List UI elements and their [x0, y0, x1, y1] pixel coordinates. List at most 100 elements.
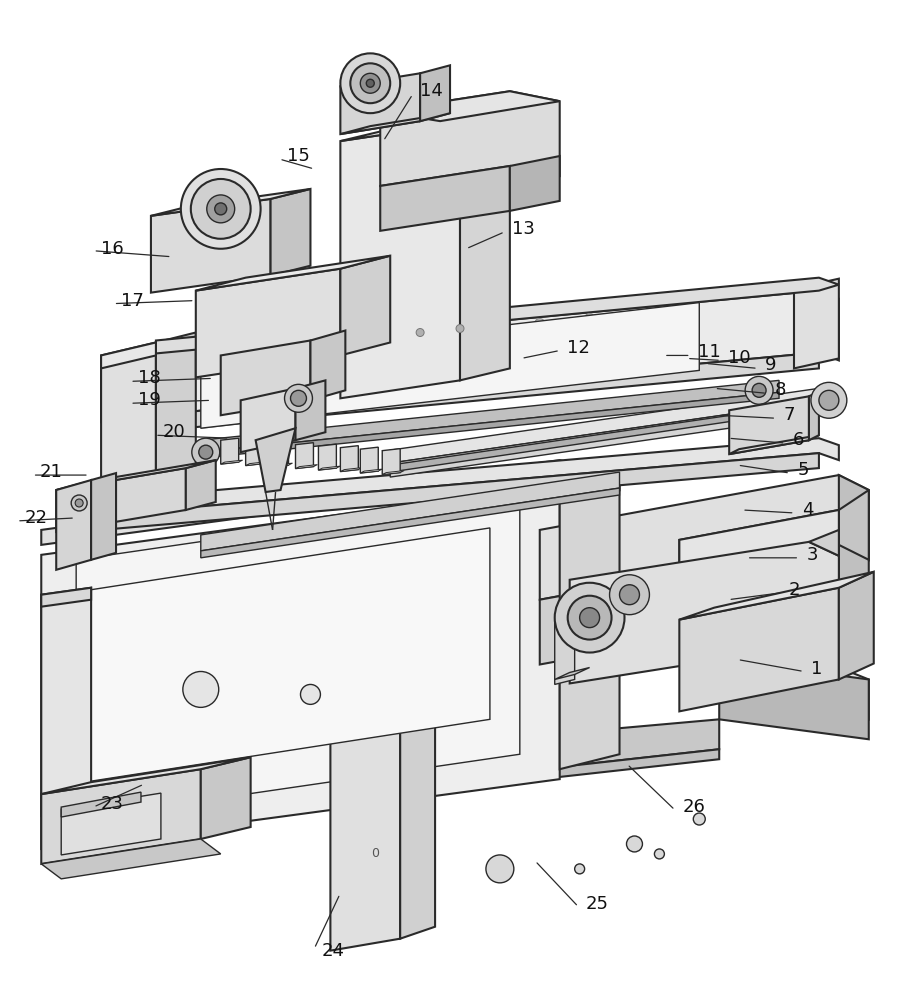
Polygon shape: [341, 123, 460, 398]
Polygon shape: [201, 392, 779, 458]
Polygon shape: [156, 333, 196, 510]
Text: 23: 23: [101, 795, 124, 813]
Circle shape: [568, 596, 612, 640]
Text: 11: 11: [698, 343, 721, 361]
Polygon shape: [382, 449, 401, 475]
Text: 16: 16: [101, 240, 124, 258]
Polygon shape: [102, 355, 131, 422]
Polygon shape: [318, 466, 341, 470]
Polygon shape: [729, 396, 809, 454]
Polygon shape: [186, 460, 216, 510]
Polygon shape: [390, 401, 819, 477]
Polygon shape: [102, 453, 819, 530]
Text: 18: 18: [138, 369, 161, 387]
Polygon shape: [719, 660, 869, 739]
Circle shape: [693, 813, 705, 825]
Polygon shape: [221, 460, 243, 464]
Polygon shape: [569, 542, 839, 683]
Circle shape: [575, 864, 584, 874]
Polygon shape: [839, 572, 874, 679]
Polygon shape: [201, 472, 619, 551]
Polygon shape: [341, 256, 390, 355]
Circle shape: [366, 79, 374, 87]
Polygon shape: [360, 469, 382, 473]
Polygon shape: [729, 435, 819, 454]
Polygon shape: [131, 291, 839, 417]
Circle shape: [341, 53, 401, 113]
Polygon shape: [201, 303, 700, 428]
Polygon shape: [270, 463, 293, 467]
Circle shape: [555, 583, 625, 653]
Text: 10: 10: [728, 349, 751, 367]
Circle shape: [360, 73, 380, 93]
Text: 25: 25: [586, 895, 609, 913]
Polygon shape: [156, 278, 839, 353]
Text: 4: 4: [802, 501, 813, 519]
Polygon shape: [91, 528, 490, 781]
Polygon shape: [341, 73, 420, 134]
Polygon shape: [839, 475, 869, 610]
Polygon shape: [56, 480, 91, 570]
Circle shape: [485, 855, 514, 883]
Polygon shape: [131, 352, 819, 433]
Polygon shape: [196, 269, 341, 377]
Circle shape: [584, 314, 594, 324]
Circle shape: [752, 383, 766, 397]
Polygon shape: [61, 792, 141, 817]
Circle shape: [609, 575, 650, 615]
Polygon shape: [270, 719, 719, 799]
Polygon shape: [221, 438, 239, 464]
Circle shape: [580, 608, 600, 628]
Polygon shape: [151, 189, 310, 216]
Polygon shape: [246, 440, 264, 466]
Polygon shape: [42, 757, 251, 794]
Polygon shape: [42, 588, 91, 607]
Polygon shape: [555, 667, 590, 679]
Polygon shape: [270, 441, 289, 467]
Polygon shape: [241, 388, 295, 452]
Polygon shape: [390, 402, 819, 472]
Polygon shape: [460, 111, 509, 380]
Polygon shape: [794, 279, 839, 368]
Circle shape: [291, 390, 306, 406]
Circle shape: [277, 341, 284, 349]
Polygon shape: [201, 380, 779, 452]
Polygon shape: [295, 443, 314, 469]
Polygon shape: [81, 620, 869, 719]
Polygon shape: [102, 438, 839, 515]
Polygon shape: [809, 391, 819, 440]
Text: 7: 7: [784, 406, 795, 424]
Polygon shape: [61, 793, 161, 855]
Polygon shape: [102, 342, 156, 523]
Text: 1: 1: [811, 660, 822, 678]
Polygon shape: [56, 460, 216, 490]
Polygon shape: [509, 156, 559, 211]
Circle shape: [183, 671, 219, 707]
Circle shape: [192, 438, 220, 466]
Circle shape: [181, 169, 260, 249]
Polygon shape: [341, 111, 509, 141]
Polygon shape: [246, 462, 268, 466]
Polygon shape: [390, 388, 839, 463]
Polygon shape: [42, 769, 201, 864]
Text: 12: 12: [568, 339, 590, 357]
Polygon shape: [196, 256, 390, 291]
Polygon shape: [679, 588, 839, 711]
Polygon shape: [559, 460, 619, 769]
Circle shape: [395, 335, 405, 345]
Text: 19: 19: [138, 391, 161, 409]
Circle shape: [819, 390, 839, 410]
Polygon shape: [295, 380, 326, 440]
Polygon shape: [42, 460, 619, 545]
Text: 6: 6: [793, 431, 804, 449]
Circle shape: [71, 495, 87, 511]
Polygon shape: [77, 495, 520, 819]
Polygon shape: [310, 331, 345, 400]
Text: 5: 5: [797, 461, 809, 479]
Circle shape: [215, 203, 227, 215]
Polygon shape: [679, 510, 839, 640]
Text: 20: 20: [162, 423, 186, 441]
Circle shape: [654, 849, 665, 859]
Polygon shape: [270, 189, 310, 276]
Polygon shape: [380, 91, 559, 121]
